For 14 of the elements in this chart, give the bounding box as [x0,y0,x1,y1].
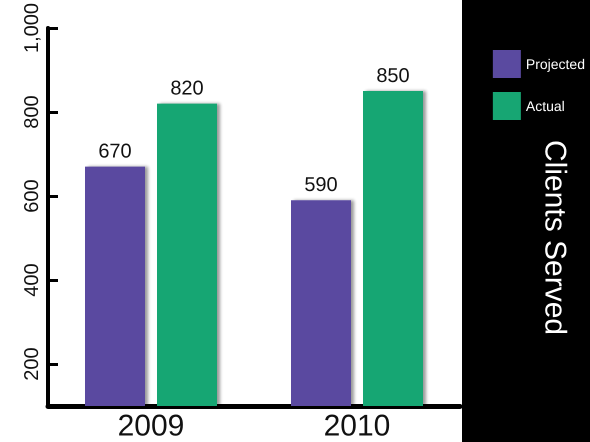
y-tick-label: 600 [21,179,43,213]
text: Clients Served [538,140,572,336]
data-label: 850 [376,65,410,88]
y-tick-label: 800 [21,95,43,129]
data-label: 590 [304,174,338,196]
data-label: 820 [170,78,204,100]
x-tick-label: 2010 [324,410,390,442]
y-tick-label: 400 [21,263,43,297]
x-tick-label: 2009 [118,410,184,442]
legend-label: Actual [526,98,565,114]
y-tick-label: 1,000 [21,2,43,54]
y-tick-label: 200 [21,347,43,381]
data-label: 670 [98,140,132,163]
legend-label: Projected [526,56,586,72]
